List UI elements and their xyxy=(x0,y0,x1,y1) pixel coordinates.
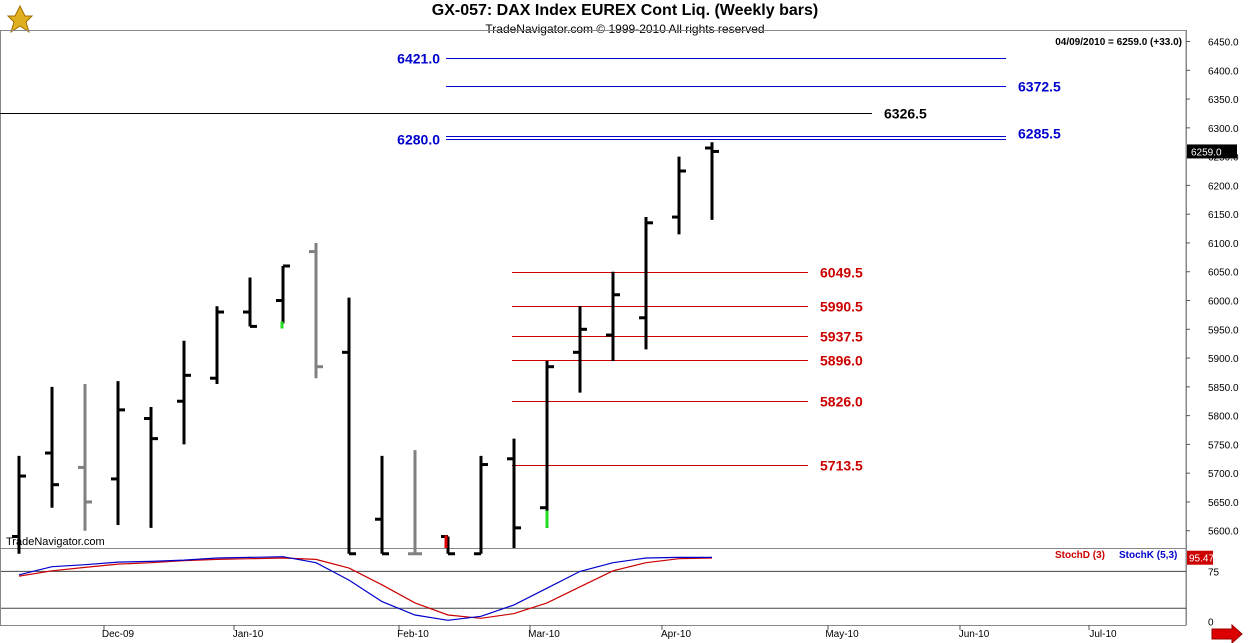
ohlc-bar xyxy=(111,381,125,525)
last-price-label: 6259.0 xyxy=(1191,147,1222,158)
price-tick-label: 6300.0 xyxy=(1208,124,1239,135)
level-label-6326-5: 6326.5 xyxy=(884,106,927,122)
ohlc-bar xyxy=(78,383,92,531)
stoch-tick-label: 75 xyxy=(1208,567,1220,578)
level-label-5713-5: 5713.5 xyxy=(820,458,863,474)
price-tick-label: 5950.0 xyxy=(1208,325,1239,336)
ohlc-bar xyxy=(276,264,290,324)
price-tick-label: 6200.0 xyxy=(1208,181,1239,192)
x-tick-label: Mar-10 xyxy=(528,629,560,640)
stoch-d-line xyxy=(18,557,713,619)
level-label-5937-5: 5937.5 xyxy=(820,329,863,345)
level-label-6280-0: 6280.0 xyxy=(397,132,440,148)
ohlc-bar xyxy=(408,450,422,556)
ohlc-bar xyxy=(441,534,455,556)
price-tick-label: 6350.0 xyxy=(1208,95,1239,106)
ohlc-bar xyxy=(573,306,587,393)
price-tick-label: 5700.0 xyxy=(1208,469,1239,480)
level-label-6372-5: 6372.5 xyxy=(1018,79,1061,95)
legend-stoch-k: StochK (5,3) xyxy=(1119,550,1178,561)
ohlc-bar xyxy=(210,306,224,384)
ohlc-bar xyxy=(606,271,620,361)
price-tick-label: 5800.0 xyxy=(1208,412,1239,423)
x-tick-label: Jan-10 xyxy=(233,629,264,640)
stoch-k-line xyxy=(18,556,712,621)
price-tick-label: 5600.0 xyxy=(1208,527,1239,538)
ohlc-bar xyxy=(375,455,389,556)
last-quote: 04/09/2010 = 6259.0 (+33.0) xyxy=(1055,37,1182,48)
price-tick-label: 5650.0 xyxy=(1208,498,1239,509)
level-label-6049-5: 6049.5 xyxy=(820,265,863,281)
x-tick-label: Jul-10 xyxy=(1089,629,1117,640)
ohlc-bar xyxy=(507,438,521,548)
stoch-value-box xyxy=(1187,550,1213,565)
ohlc-bar xyxy=(705,142,719,220)
price-tick-label: 5850.0 xyxy=(1208,383,1239,394)
ohlc-bar xyxy=(12,455,26,554)
ohlc-bar xyxy=(144,406,158,528)
chart-subtitle: TradeNavigator.com © 1999-2010 All right… xyxy=(485,22,765,36)
ohlc-bar xyxy=(45,386,59,508)
ohlc-bar xyxy=(474,455,488,556)
price-tick-label: 6400.0 xyxy=(1208,66,1239,77)
ohlc-bar xyxy=(342,297,356,556)
watermark: TradeNavigator.com xyxy=(6,536,105,548)
last-price-box xyxy=(1187,144,1237,159)
ohlc-bar xyxy=(639,217,653,350)
price-tick-label: 6000.0 xyxy=(1208,297,1239,308)
ohlc-bar xyxy=(540,360,554,528)
level-label-5826-0: 5826.0 xyxy=(820,394,863,410)
level-label-5896-0: 5896.0 xyxy=(820,353,863,369)
scroll-right-arrow-icon[interactable] xyxy=(1211,623,1243,643)
x-tick-label: May-10 xyxy=(825,629,859,640)
level-label-5990-5: 5990.5 xyxy=(820,299,863,315)
price-panel-frame xyxy=(0,30,1187,549)
stoch-value-label: 95.47 xyxy=(1189,554,1214,565)
price-tick-label: 6450.0 xyxy=(1208,38,1239,49)
stoch-tick-label: 0 xyxy=(1208,618,1214,629)
price-tick-label: 6050.0 xyxy=(1208,268,1239,279)
ohlc-bar xyxy=(177,340,191,445)
ohlc-bar xyxy=(309,242,323,379)
x-tick-label: Apr-10 xyxy=(661,629,691,640)
legend-stoch-d: StochD (3) xyxy=(1055,550,1105,561)
x-tick-label: Dec-09 xyxy=(102,629,135,640)
x-tick-label: Jun-10 xyxy=(959,629,990,640)
trade-navigator-logo-icon xyxy=(6,4,34,34)
price-tick-label: 6100.0 xyxy=(1208,239,1239,250)
level-label-6421-0: 6421.0 xyxy=(397,51,440,67)
level-label-6285-5: 6285.5 xyxy=(1018,126,1061,142)
x-tick-label: Feb-10 xyxy=(397,629,429,640)
ohlc-bar xyxy=(243,277,257,328)
price-tick-label: 5750.0 xyxy=(1208,440,1239,451)
chart-title: GX-057: DAX Index EUREX Cont Liq. (Weekl… xyxy=(431,2,819,19)
ohlc-bar xyxy=(672,156,686,235)
price-tick-label: 6150.0 xyxy=(1208,210,1239,221)
price-tick-label: 5900.0 xyxy=(1208,354,1239,365)
